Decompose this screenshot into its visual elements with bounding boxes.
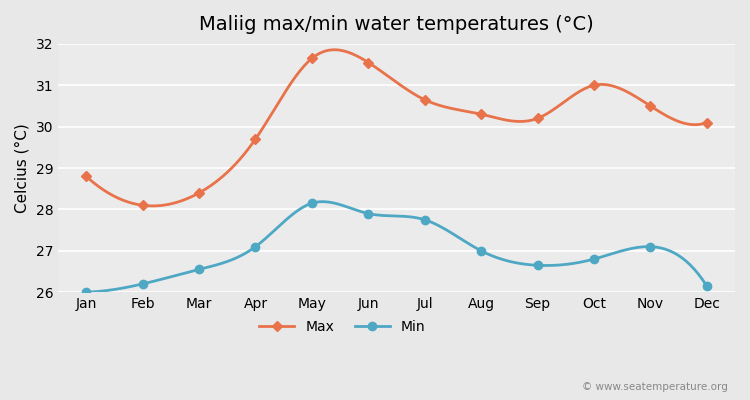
Legend: Max, Min: Max, Min [254,315,431,340]
Title: Maliig max/min water temperatures (°C): Maliig max/min water temperatures (°C) [200,15,594,34]
Y-axis label: Celcius (°C): Celcius (°C) [15,123,30,213]
Text: © www.seatemperature.org: © www.seatemperature.org [582,382,728,392]
